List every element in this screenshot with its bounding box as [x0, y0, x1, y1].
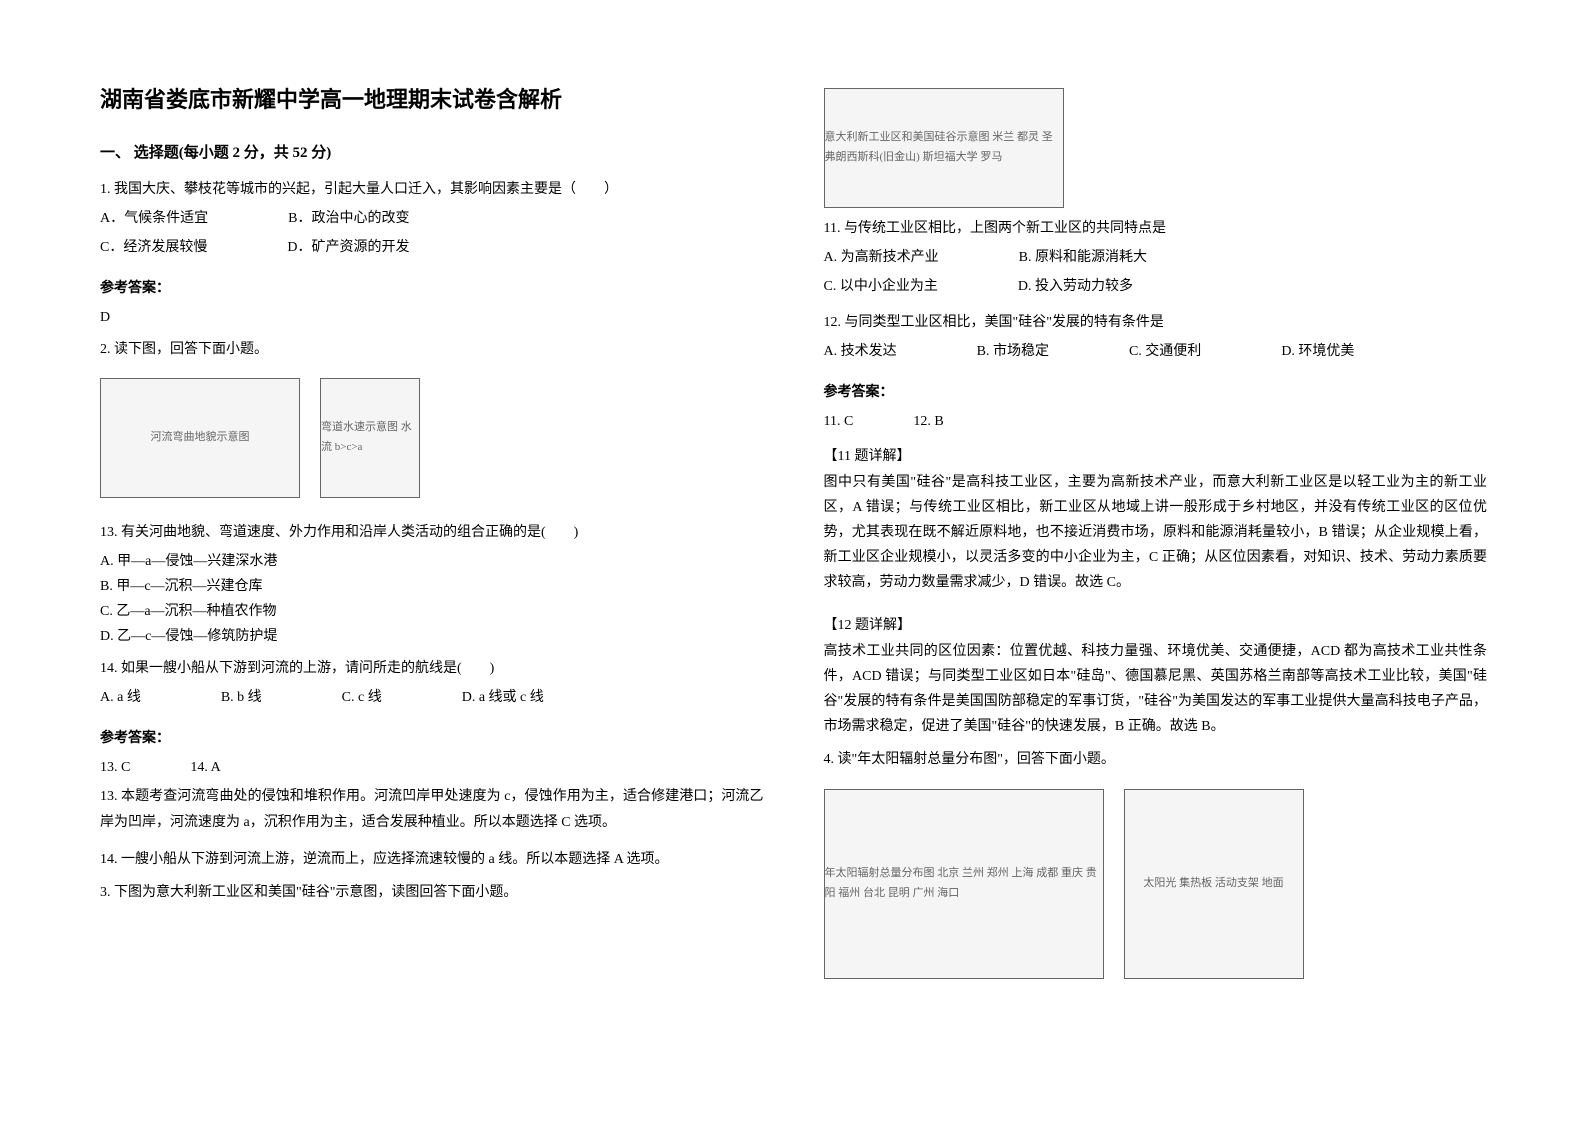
answer-11-12: 11. C 12. B: [824, 409, 1488, 434]
answer-14: 14. A: [190, 755, 220, 780]
right-column: 意大利新工业区和美国硅谷示意图 米兰 都灵 圣弗朗西斯科(旧金山) 斯坦福大学 …: [824, 80, 1488, 1082]
q2-text: 2. 读下图，回答下面小题。: [100, 337, 764, 362]
left-column: 湖南省娄底市新耀中学高一地理期末试卷含解析 一、 选择题(每小题 2 分，共 5…: [100, 80, 764, 1082]
solar-radiation-map-image: 年太阳辐射总量分布图 北京 兰州 郑州 上海 成都 重庆 贵阳 福州 台北 昆明…: [824, 789, 1104, 979]
answer-13: 13. C: [100, 755, 130, 780]
q11-options-row2: C. 以中小企业为主 D. 投入劳动力较多: [824, 274, 1488, 299]
solar-panel-diagram-image: 太阳光 集热板 活动支架 地面: [1124, 789, 1304, 979]
page-container: 湖南省娄底市新耀中学高一地理期末试卷含解析 一、 选择题(每小题 2 分，共 5…: [100, 80, 1487, 1082]
q12-option-b: B. 市场稳定: [977, 339, 1049, 364]
question-11: 11. 与传统工业区相比，上图两个新工业区的共同特点是 A. 为高新技术产业 B…: [824, 216, 1488, 304]
question-1: 1. 我国大庆、攀枝花等城市的兴起，引起大量人口迁入，其影响因素主要是（ ） A…: [100, 177, 764, 265]
answer-1: D: [100, 305, 764, 330]
q11-option-d: D. 投入劳动力较多: [1018, 274, 1133, 299]
q4-images: 年太阳辐射总量分布图 北京 兰州 郑州 上海 成都 重庆 贵阳 福州 台北 昆明…: [824, 781, 1488, 987]
q12-option-c: C. 交通便利: [1129, 339, 1201, 364]
q11-option-b: B. 原料和能源消耗大: [1019, 245, 1147, 270]
q14-option-b: B. b 线: [221, 685, 262, 710]
q11-text: 11. 与传统工业区相比，上图两个新工业区的共同特点是: [824, 216, 1488, 241]
question-13: 13. 有关河曲地貌、弯道速度、外力作用和沿岸人类活动的组合正确的是( ) A.…: [100, 520, 764, 650]
q13-option-a: A. 甲—a—侵蚀—兴建深水港: [100, 549, 764, 574]
document-title: 湖南省娄底市新耀中学高一地理期末试卷含解析: [100, 80, 764, 120]
q11-options-row1: A. 为高新技术产业 B. 原料和能源消耗大: [824, 245, 1488, 270]
q14-text: 14. 如果一艘小船从下游到河流的上游，请问所走的航线是( ): [100, 656, 764, 681]
q13-option-c: C. 乙—a—沉积—种植农作物: [100, 599, 764, 624]
q13-text: 13. 有关河曲地貌、弯道速度、外力作用和沿岸人类活动的组合正确的是( ): [100, 520, 764, 545]
q12-option-a: A. 技术发达: [824, 339, 897, 364]
answer-label-11-12: 参考答案：: [824, 380, 1488, 405]
answer-11: 11. C: [824, 409, 854, 434]
q2-images: 河流弯曲地貌示意图 弯道水速示意图 水流 b>c>a: [100, 370, 764, 506]
q14-option-a: A. a 线: [100, 685, 141, 710]
q11-option-c: C. 以中小企业为主: [824, 274, 938, 299]
q1-option-d: D．矿产资源的开发: [287, 235, 409, 260]
explain-13-text: 13. 本题考查河流弯曲处的侵蚀和堆积作用。河流凹岸甲处速度为 c，侵蚀作用为主…: [100, 784, 764, 834]
explanation-12: 【12 题详解】 高技术工业共同的区位因素：位置优越、科技力量强、环境优美、交通…: [824, 607, 1488, 739]
q14-options: A. a 线 B. b 线 C. c 线 D. a 线或 c 线: [100, 685, 764, 710]
q1-text: 1. 我国大庆、攀枝花等城市的兴起，引起大量人口迁入，其影响因素主要是（ ）: [100, 177, 764, 202]
explain-12-title: 【12 题详解】: [824, 613, 1488, 638]
answer-12: 12. B: [913, 409, 943, 434]
q3-text: 3. 下图为意大利新工业区和美国"硅谷"示意图，读图回答下面小题。: [100, 880, 764, 905]
q13-options: A. 甲—a—侵蚀—兴建深水港 B. 甲—c—沉积—兴建仓库 C. 乙—a—沉积…: [100, 549, 764, 650]
q13-option-b: B. 甲—c—沉积—兴建仓库: [100, 574, 764, 599]
q1-option-b: B．政治中心的改变: [288, 206, 409, 231]
q12-option-d: D. 环境优美: [1281, 339, 1354, 364]
question-14: 14. 如果一艘小船从下游到河流的上游，请问所走的航线是( ) A. a 线 B…: [100, 656, 764, 714]
answer-label-1: 参考答案：: [100, 276, 764, 301]
q13-option-d: D. 乙—c—侵蚀—修筑防护堤: [100, 624, 764, 649]
q14-option-d: D. a 线或 c 线: [462, 685, 544, 710]
industrial-zone-map-image: 意大利新工业区和美国硅谷示意图 米兰 都灵 圣弗朗西斯科(旧金山) 斯坦福大学 …: [824, 88, 1064, 208]
explain-11-title: 【11 题详解】: [824, 444, 1488, 469]
q11-option-a: A. 为高新技术产业: [824, 245, 939, 270]
q1-option-a: A．气候条件适宜: [100, 206, 208, 231]
explain-12-text: 高技术工业共同的区位因素：位置优越、科技力量强、环境优美、交通便捷，ACD 都为…: [824, 639, 1488, 740]
explain-11-text: 图中只有美国"硅谷"是高科技工业区，主要为高新技术产业，而意大利新工业区是以轻工…: [824, 470, 1488, 596]
explanation-11: 【11 题详解】 图中只有美国"硅谷"是高科技工业区，主要为高新技术产业，而意大…: [824, 438, 1488, 595]
flow-speed-diagram-image: 弯道水速示意图 水流 b>c>a: [320, 378, 420, 498]
answer-13-14: 13. C 14. A: [100, 755, 764, 780]
question-4: 4. 读"年太阳辐射总量分布图"，回答下面小题。 年太阳辐射总量分布图 北京 兰…: [824, 747, 1488, 994]
river-diagram-image: 河流弯曲地貌示意图: [100, 378, 300, 498]
question-2: 2. 读下图，回答下面小题。 河流弯曲地貌示意图 弯道水速示意图 水流 b>c>…: [100, 337, 764, 514]
question-12: 12. 与同类型工业区相比，美国"硅谷"发展的特有条件是 A. 技术发达 B. …: [824, 310, 1488, 368]
q12-text: 12. 与同类型工业区相比，美国"硅谷"发展的特有条件是: [824, 310, 1488, 335]
q1-options-row1: A．气候条件适宜 B．政治中心的改变: [100, 206, 764, 231]
explanation-13: 13. 本题考查河流弯曲处的侵蚀和堆积作用。河流凹岸甲处速度为 c，侵蚀作用为主…: [100, 784, 764, 834]
q12-options: A. 技术发达 B. 市场稳定 C. 交通便利 D. 环境优美: [824, 339, 1488, 364]
q4-text: 4. 读"年太阳辐射总量分布图"，回答下面小题。: [824, 747, 1488, 772]
explain-14-text: 14. 一艘小船从下游到河流上游，逆流而上，应选择流速较慢的 a 线。所以本题选…: [100, 847, 764, 872]
q1-options-row2: C．经济发展较慢 D．矿产资源的开发: [100, 235, 764, 260]
section-heading: 一、 选择题(每小题 2 分，共 52 分): [100, 140, 764, 167]
q14-option-c: C. c 线: [342, 685, 382, 710]
explanation-14: 14. 一艘小船从下游到河流上游，逆流而上，应选择流速较慢的 a 线。所以本题选…: [100, 847, 764, 872]
question-3: 3. 下图为意大利新工业区和美国"硅谷"示意图，读图回答下面小题。: [100, 880, 764, 909]
answer-label-13-14: 参考答案：: [100, 726, 764, 751]
q1-option-c: C．经济发展较慢: [100, 235, 207, 260]
